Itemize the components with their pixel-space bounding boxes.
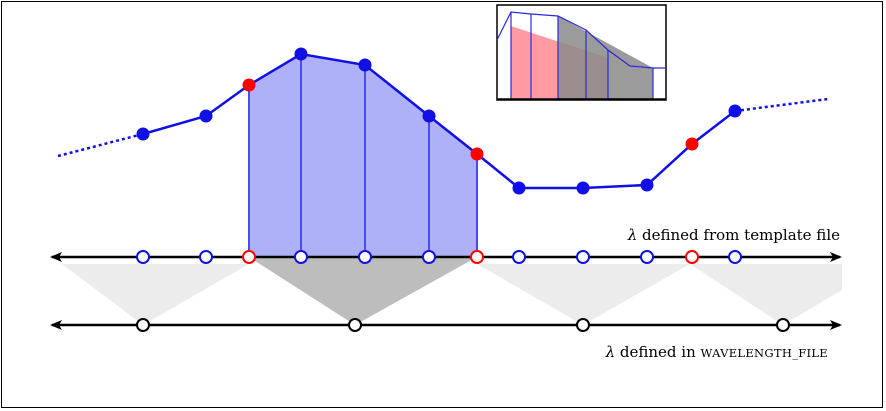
template-marker [422,250,436,264]
template-marker [576,250,590,264]
area-edges [248,54,478,257]
bin-shade-3 [477,264,690,325]
integrated-area [249,54,477,257]
template-marker [199,250,213,264]
template-marker [294,250,308,264]
wavelength-axis-keyword: WAVELENGTH_FILE [701,346,828,360]
inset [496,4,667,101]
curve-point-boundary [470,147,484,161]
bin-shade-4 [690,264,842,325]
curve-points [136,47,742,195]
curve-point-boundary [242,78,256,92]
bin-shading [62,257,842,325]
curve-point-boundary [685,137,699,151]
template-marker-boundary [470,250,484,264]
template-marker [358,250,372,264]
bin-shade-1 [62,264,249,325]
template-marker-boundary [242,250,256,264]
wavelength-marker [776,318,790,332]
curve-solid [142,52,736,190]
curve-dotted-right [734,97,829,113]
template-marker-boundary [685,250,699,264]
curve-point [640,178,654,192]
bin-shade-2 [249,257,477,325]
inset-bin-lines [510,12,654,99]
template-axis-symbol: λ [627,226,638,244]
curve-point [136,127,150,141]
wavelength-axis-symbol: λ [605,343,616,361]
wavelength-marker [136,318,150,332]
curve-point [422,109,436,123]
template-marker [136,250,150,264]
spectrum-curve [57,52,829,190]
wavelength-axis-markers [136,318,790,332]
wavelength-axis-label: λ defined in WAVELENGTH_FILE [605,343,828,361]
curve-point [294,47,308,61]
wavelength-axis-text: defined in [620,343,696,361]
curve-point [358,58,372,72]
curve-point [728,104,742,118]
curve-point [576,181,590,195]
curve-point [512,181,526,195]
inset-gray-region [558,16,653,99]
template-marker [728,250,742,264]
template-axis-text: defined from template file [642,226,840,244]
template-axis-markers [136,250,742,264]
wavelength-marker [348,318,362,332]
wavelength-marker [576,318,590,332]
curve-point [199,109,213,123]
curve-dotted-left [57,132,144,158]
template-marker [640,250,654,264]
template-axis-label: λ defined from template file [627,226,840,244]
template-marker [512,250,526,264]
